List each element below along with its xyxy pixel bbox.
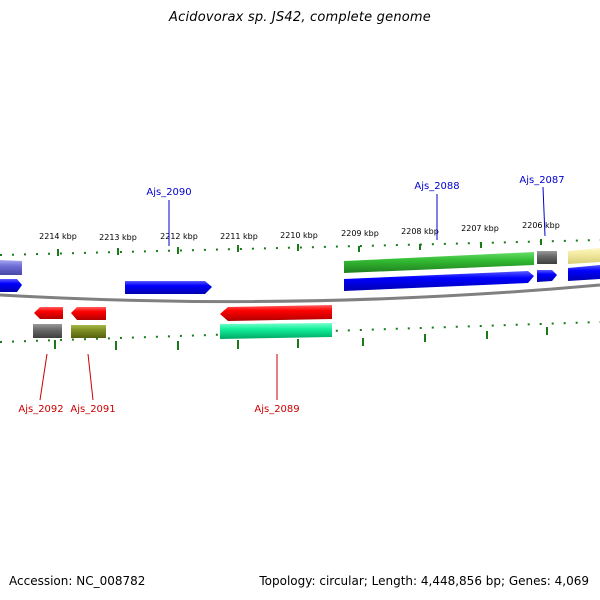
- forward-gene-row: [0, 265, 600, 294]
- map-title: Acidovorax sp. JS42, complete genome: [169, 10, 431, 25]
- gene-arrow-ajs-2087[interactable]: [537, 270, 557, 282]
- kbp-scale: 2214 kbp 2213 kbp 2212 kbp 2211 kbp 2210…: [39, 221, 560, 242]
- gene-segment-teal[interactable]: [220, 323, 332, 339]
- gene-arrow-ajs-2091[interactable]: [71, 307, 106, 320]
- accession-text: Accession: NC_008782: [9, 574, 146, 588]
- kbp-label: 2210 kbp: [280, 231, 318, 240]
- reverse-gene-row: [34, 305, 332, 321]
- kbp-label: 2213 kbp: [99, 233, 137, 242]
- feature-row-top: [0, 248, 600, 275]
- forward-gene-callouts: Ajs_2090 Ajs_2088 Ajs_2087: [146, 175, 565, 246]
- gene-segment-gray[interactable]: [537, 251, 557, 264]
- kbp-label: 2211 kbp: [220, 232, 258, 241]
- gene-arrow-ajs-2092[interactable]: [34, 307, 63, 319]
- gene-arrow-ajs-2089[interactable]: [220, 305, 332, 321]
- kbp-label: 2208 kbp: [401, 227, 439, 236]
- upper-tick-track: [0, 239, 600, 256]
- feature-row-bottom: [33, 323, 332, 339]
- gene-label-ajs-2092[interactable]: Ajs_2092: [18, 404, 63, 415]
- kbp-label: 2206 kbp: [522, 221, 560, 230]
- gene-segment-purple[interactable]: [0, 260, 22, 275]
- gene-segment-green[interactable]: [344, 252, 534, 273]
- gene-label-ajs-2091[interactable]: Ajs_2091: [70, 404, 115, 415]
- gene-arrow-ajs-2090[interactable]: [125, 281, 212, 294]
- genome-backbone: [0, 283, 600, 304]
- gene-arrow-ajs-2088[interactable]: [344, 271, 534, 291]
- gene-arrow-forward[interactable]: [568, 265, 600, 281]
- kbp-label: 2212 kbp: [160, 232, 198, 241]
- genome-stats-text: Topology: circular; Length: 4,448,856 bp…: [259, 574, 589, 588]
- reverse-gene-callouts: Ajs_2092 Ajs_2091 Ajs_2089: [18, 353, 300, 415]
- gene-segment-olive[interactable]: [71, 325, 106, 338]
- gene-segment-yellow[interactable]: [568, 248, 600, 264]
- gene-label-ajs-2090[interactable]: Ajs_2090: [146, 187, 191, 198]
- gene-arrow-forward[interactable]: [0, 279, 22, 292]
- gene-label-ajs-2087[interactable]: Ajs_2087: [519, 175, 564, 186]
- gene-label-ajs-2089[interactable]: Ajs_2089: [254, 404, 299, 415]
- gene-label-ajs-2088[interactable]: Ajs_2088: [414, 181, 459, 192]
- gene-segment-gray[interactable]: [33, 324, 62, 338]
- kbp-label: 2207 kbp: [461, 224, 499, 233]
- kbp-label: 2209 kbp: [341, 229, 379, 238]
- kbp-label: 2214 kbp: [39, 232, 77, 241]
